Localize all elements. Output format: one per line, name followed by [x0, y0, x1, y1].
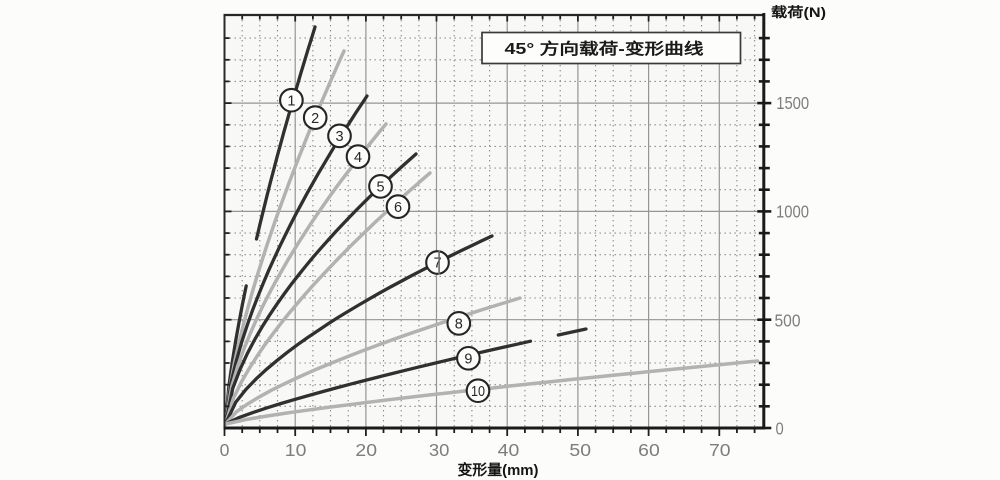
svg-text:10: 10 [471, 384, 485, 400]
svg-text:1: 1 [287, 93, 295, 109]
svg-text:6: 6 [394, 200, 402, 216]
svg-text:2: 2 [311, 111, 319, 127]
svg-text:7: 7 [433, 256, 441, 272]
svg-text:70: 70 [709, 440, 731, 460]
svg-text:9: 9 [464, 352, 472, 368]
svg-text:40: 40 [498, 440, 520, 460]
svg-text:变形量(mm): 变形量(mm) [458, 461, 539, 479]
svg-text:30: 30 [429, 440, 450, 460]
svg-text:1500: 1500 [776, 93, 809, 113]
svg-text:0: 0 [220, 440, 230, 460]
svg-text:45° 方向载荷-变形曲线: 45° 方向载荷-变形曲线 [505, 39, 705, 58]
svg-text:4: 4 [354, 150, 362, 166]
svg-text:载荷(N): 载荷(N) [771, 4, 826, 20]
svg-text:60: 60 [638, 440, 660, 460]
svg-text:20: 20 [355, 440, 377, 460]
svg-text:8: 8 [455, 317, 463, 333]
svg-text:3: 3 [335, 129, 343, 145]
svg-text:1000: 1000 [776, 202, 809, 222]
svg-text:50: 50 [569, 440, 591, 460]
svg-text:10: 10 [285, 440, 307, 460]
svg-text:5: 5 [376, 180, 384, 196]
svg-text:0: 0 [776, 419, 784, 439]
svg-text:500: 500 [775, 311, 801, 331]
